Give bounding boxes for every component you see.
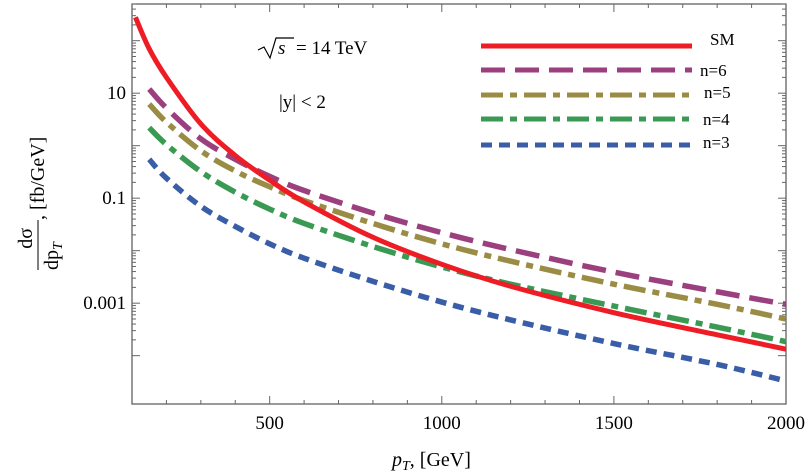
x-tick-label: 1500 — [595, 413, 633, 434]
legend-label-SM: SM — [710, 30, 735, 49]
series-line-n5 — [147, 102, 787, 322]
y-axis-numerator: dσ — [15, 228, 37, 249]
series-line-n3 — [147, 157, 787, 384]
y-axis-den-main: dp — [41, 250, 63, 270]
x-tick-label: 1000 — [423, 413, 461, 434]
rapidity-annotation: |y| < 2 — [279, 92, 326, 113]
legend-label-n6: n=6 — [700, 61, 727, 80]
axis-ticks: 500 1000 1500 2000 10 0.1 0.001 — [83, 3, 805, 434]
series-line-SM — [133, 16, 787, 352]
energy-value: = 14 TeV — [296, 38, 368, 59]
x-tick-label: 500 — [255, 413, 284, 434]
y-axis-unit: , [fb/GeV] — [27, 137, 49, 220]
sqrt-symbol — [257, 37, 294, 60]
y-axis-label: dσ dpT , [fb/GeV] — [15, 137, 66, 270]
legend-label-n5: n=5 — [704, 83, 731, 102]
legend: SM n=6 n=5 n=4 n=3 — [481, 30, 735, 152]
legend-label-n4: n=4 — [703, 110, 730, 129]
series-line-n6 — [147, 87, 787, 308]
energy-annotation: s = 14 TeV — [257, 37, 368, 60]
y-tick-label: 0.001 — [83, 293, 126, 314]
energy-label: s — [278, 38, 285, 59]
x-axis-label: pT, [GeV] — [390, 449, 471, 474]
y-tick-label: 0.1 — [102, 188, 126, 209]
legend-label-n3: n=3 — [703, 133, 730, 152]
y-tick-label: 10 — [107, 83, 126, 104]
y-axis-den-sub: T — [51, 241, 66, 250]
series-line-n4 — [147, 125, 787, 345]
x-axis-label-sub: T — [402, 459, 411, 474]
y-axis-denominator: dpT — [41, 241, 66, 270]
x-axis-label-rest: , [GeV] — [410, 449, 471, 471]
curves — [133, 16, 787, 384]
x-tick-label: 2000 — [767, 413, 805, 434]
x-axis-label-main: p — [390, 449, 402, 471]
plot-frame — [131, 3, 787, 405]
